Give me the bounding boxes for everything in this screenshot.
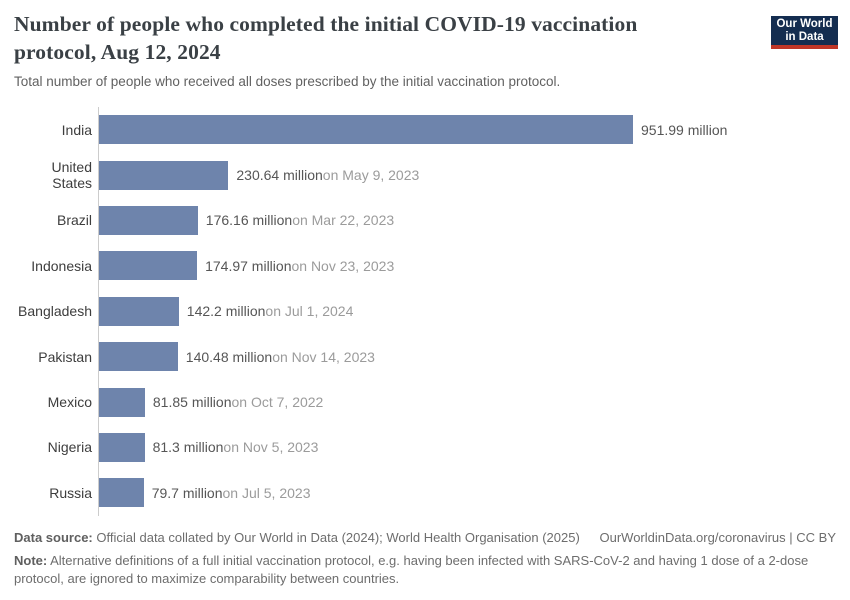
chart-row: Pakistan 140.48 million on Nov 14, 2023 xyxy=(14,333,836,380)
bar-chart: India 951.99 million United States 230.64 m… xyxy=(14,107,836,516)
bar-value-label: 230.64 million xyxy=(236,167,323,184)
country-label: Mexico xyxy=(47,394,92,411)
attribution-link[interactable]: OurWorldinData.org/coronavirus | CC BY xyxy=(599,530,836,545)
data-source-label: Data source: xyxy=(14,530,93,545)
bar-date-label: on Oct 7, 2022 xyxy=(231,394,324,411)
bar-value-label: 176.16 million xyxy=(205,212,293,229)
bar-track: 230.64 million on May 9, 2023 xyxy=(98,152,836,198)
chart-row: India 951.99 million xyxy=(14,107,836,153)
bar-united-states[interactable] xyxy=(99,160,229,190)
bar-track: 81.85 million on Oct 7, 2022 xyxy=(98,379,836,425)
data-source: Data source: Official data collated by O… xyxy=(14,529,580,547)
bar-date-label: on Mar 22, 2023 xyxy=(292,212,395,229)
bar-value-label: 81.3 million xyxy=(152,439,224,456)
bar-value-label: 951.99 million xyxy=(641,121,728,138)
bar-value-label: 174.97 million xyxy=(205,257,292,274)
bar-india[interactable] xyxy=(99,115,633,145)
bar-date-label: on May 9, 2023 xyxy=(322,167,420,184)
bar-pakistan[interactable] xyxy=(99,342,178,372)
bar-date-label: on Jul 1, 2024 xyxy=(265,303,354,320)
chart-row: Nigeria 81.3 million on Nov 5, 2023 xyxy=(14,424,836,471)
bar-brazil[interactable] xyxy=(99,205,198,235)
chart-row: Mexico 81.85 million on Oct 7, 2022 xyxy=(14,379,836,425)
bar-track: 176.16 million on Mar 22, 2023 xyxy=(98,197,836,244)
country-label: United States xyxy=(51,159,92,192)
bar-indonesia[interactable] xyxy=(99,251,198,281)
data-source-row: Data source: Official data collated by O… xyxy=(14,529,836,547)
bar-value-label: 140.48 million xyxy=(185,348,273,365)
bar-value-label: 79.7 million xyxy=(151,484,223,501)
chart-subtitle: Total number of people who received all … xyxy=(14,74,561,89)
chart-row: Bangladesh 142.2 million on Jul 1, 2024 xyxy=(14,288,836,334)
owid-logo[interactable]: Our World in Data xyxy=(771,16,838,49)
country-label: Bangladesh xyxy=(18,303,92,320)
bar-track: 951.99 million xyxy=(98,107,836,153)
bar-date-label: on Jul 5, 2023 xyxy=(222,484,311,501)
bar-russia[interactable] xyxy=(99,478,144,508)
bar-date-label: on Nov 5, 2023 xyxy=(223,439,319,456)
note-text: Alternative definitions of a full initia… xyxy=(14,553,809,587)
country-label: India xyxy=(61,121,92,138)
bar-nigeria[interactable] xyxy=(99,432,145,462)
country-label: Nigeria xyxy=(47,439,92,456)
bar-track: 79.7 million on Jul 5, 2023 xyxy=(98,470,836,516)
bar-track: 140.48 million on Nov 14, 2023 xyxy=(98,333,836,380)
owid-logo-line1: Our World xyxy=(776,17,833,30)
bar-track: 81.3 million on Nov 5, 2023 xyxy=(98,424,836,471)
bar-date-label: on Nov 14, 2023 xyxy=(272,348,375,365)
bar-track: 142.2 million on Jul 1, 2024 xyxy=(98,288,836,334)
chart-footer: Data source: Official data collated by O… xyxy=(14,529,836,589)
note-label: Note: xyxy=(14,553,48,569)
data-source-text: Official data collated by Our World in D… xyxy=(96,530,580,545)
bar-track: 174.97 million on Nov 23, 2023 xyxy=(98,243,836,289)
chart-row: Brazil 176.16 million on Mar 22, 2023 xyxy=(14,197,836,244)
bar-date-label: on Nov 23, 2023 xyxy=(291,257,395,274)
chart-row: Russia 79.7 million on Jul 5, 2023 xyxy=(14,470,836,516)
country-label: Indonesia xyxy=(31,257,92,274)
country-label: Brazil xyxy=(56,212,92,229)
chart-row: Indonesia 174.97 million on Nov 23, 2023 xyxy=(14,243,836,289)
chart-row: United States 230.64 million on May 9, 202… xyxy=(14,152,836,198)
owid-logo-line2: in Data xyxy=(785,30,824,43)
country-label: Russia xyxy=(49,484,92,501)
bar-bangladesh[interactable] xyxy=(99,296,179,326)
bar-value-label: 81.85 million xyxy=(152,394,232,411)
bar-chart-rows: India 951.99 million United States 230.64 m… xyxy=(14,107,836,516)
country-label: Pakistan xyxy=(38,348,92,365)
bar-mexico[interactable] xyxy=(99,387,145,417)
chart-title: Number of people who completed the initi… xyxy=(14,12,638,64)
chart-note: Note: Alternative definitions of a full … xyxy=(14,552,820,588)
bar-value-label: 142.2 million xyxy=(186,303,266,320)
